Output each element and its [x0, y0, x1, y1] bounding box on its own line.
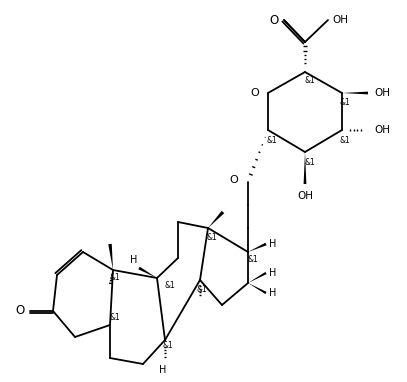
Polygon shape [248, 272, 267, 283]
Text: &1: &1 [339, 136, 350, 144]
Text: &1: &1 [304, 157, 315, 167]
Polygon shape [248, 243, 267, 252]
Text: O: O [229, 175, 238, 185]
Polygon shape [108, 244, 113, 270]
Polygon shape [138, 267, 157, 278]
Text: &1: &1 [247, 256, 258, 264]
Polygon shape [342, 92, 368, 94]
Text: &1: &1 [109, 274, 120, 283]
Text: H: H [130, 255, 138, 265]
Text: O: O [250, 88, 259, 98]
Text: OH: OH [374, 125, 390, 135]
Polygon shape [208, 211, 224, 228]
Text: H: H [269, 239, 277, 249]
Text: &1: &1 [163, 342, 173, 351]
Polygon shape [304, 152, 306, 184]
Polygon shape [248, 283, 267, 294]
Text: OH: OH [297, 191, 313, 201]
Text: &1: &1 [339, 97, 350, 107]
Text: &1: &1 [304, 76, 315, 84]
Text: &1: &1 [267, 136, 278, 144]
Text: O: O [16, 304, 25, 317]
Text: O: O [270, 13, 279, 26]
Text: &1: &1 [207, 233, 217, 241]
Text: H: H [269, 268, 277, 278]
Text: &1: &1 [197, 285, 208, 295]
Text: H: H [269, 288, 277, 298]
Text: OH: OH [332, 15, 348, 25]
Text: &1: &1 [109, 314, 120, 322]
Text: &1: &1 [164, 280, 175, 290]
Text: OH: OH [374, 88, 390, 98]
Text: H: H [159, 365, 167, 375]
